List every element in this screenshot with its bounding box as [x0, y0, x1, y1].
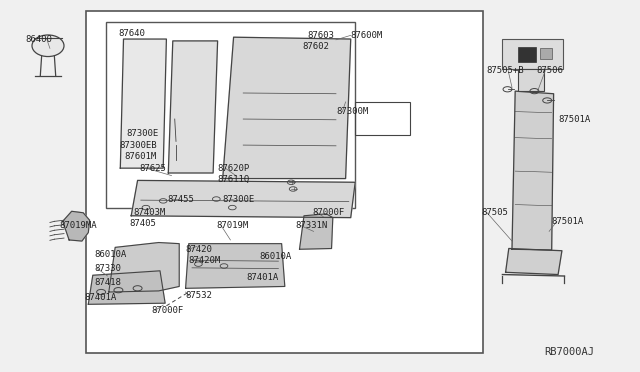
Text: 87620P: 87620P [218, 164, 250, 173]
Text: 87532: 87532 [186, 291, 212, 300]
Bar [86, 11, 483, 353]
Text: RB7000AJ: RB7000AJ [545, 347, 595, 356]
Bar [502, 39, 563, 69]
Ellipse shape [32, 35, 64, 57]
Polygon shape [131, 180, 355, 218]
Polygon shape [506, 248, 562, 275]
Polygon shape [168, 41, 218, 173]
Text: 87601M: 87601M [124, 153, 156, 161]
Text: 87600M: 87600M [351, 31, 383, 40]
Polygon shape [109, 243, 179, 292]
Text: 86010A: 86010A [95, 250, 127, 259]
Text: 87330: 87330 [94, 264, 121, 273]
Text: 87019M: 87019M [216, 221, 248, 230]
Text: 87505+B: 87505+B [486, 66, 524, 75]
Text: 87506: 87506 [536, 66, 563, 75]
Polygon shape [512, 91, 554, 250]
Text: 87300E: 87300E [223, 195, 255, 203]
Text: 87000F: 87000F [152, 306, 184, 315]
Text: 86400: 86400 [26, 35, 52, 44]
Text: 87405: 87405 [129, 219, 156, 228]
Text: 87611Q: 87611Q [218, 175, 250, 184]
Text: 87640: 87640 [118, 29, 145, 38]
Polygon shape [63, 211, 90, 241]
Polygon shape [88, 271, 165, 304]
Text: 87501A: 87501A [552, 217, 584, 226]
Text: 86010A: 86010A [259, 252, 291, 261]
Polygon shape [223, 37, 351, 179]
Polygon shape [186, 244, 285, 288]
Polygon shape [300, 214, 333, 249]
Text: 87019MA: 87019MA [59, 221, 97, 230]
Text: 87420M: 87420M [189, 256, 221, 265]
Text: 87602: 87602 [303, 42, 330, 51]
Text: 87300EB: 87300EB [119, 141, 157, 150]
Text: 87603: 87603 [307, 31, 334, 40]
Text: 87501A: 87501A [558, 115, 590, 124]
Text: 87000F: 87000F [312, 208, 344, 217]
Text: 87625: 87625 [140, 164, 166, 173]
Text: 87331N: 87331N [296, 221, 328, 230]
Bar [518, 47, 536, 62]
Bar [355, 102, 410, 135]
Text: 87401A: 87401A [246, 273, 278, 282]
Text: 87505: 87505 [481, 208, 508, 217]
Bar [518, 69, 544, 91]
Text: 87403M: 87403M [133, 208, 165, 217]
Text: 87300M: 87300M [336, 107, 368, 116]
Text: 87420: 87420 [186, 245, 212, 254]
Text: 87455: 87455 [168, 195, 195, 203]
Polygon shape [120, 39, 166, 168]
Text: 87300E: 87300E [127, 129, 159, 138]
Text: 87418: 87418 [94, 278, 121, 287]
Bar [540, 48, 552, 59]
Text: 87401A: 87401A [84, 293, 116, 302]
Bar [106, 22, 355, 208]
